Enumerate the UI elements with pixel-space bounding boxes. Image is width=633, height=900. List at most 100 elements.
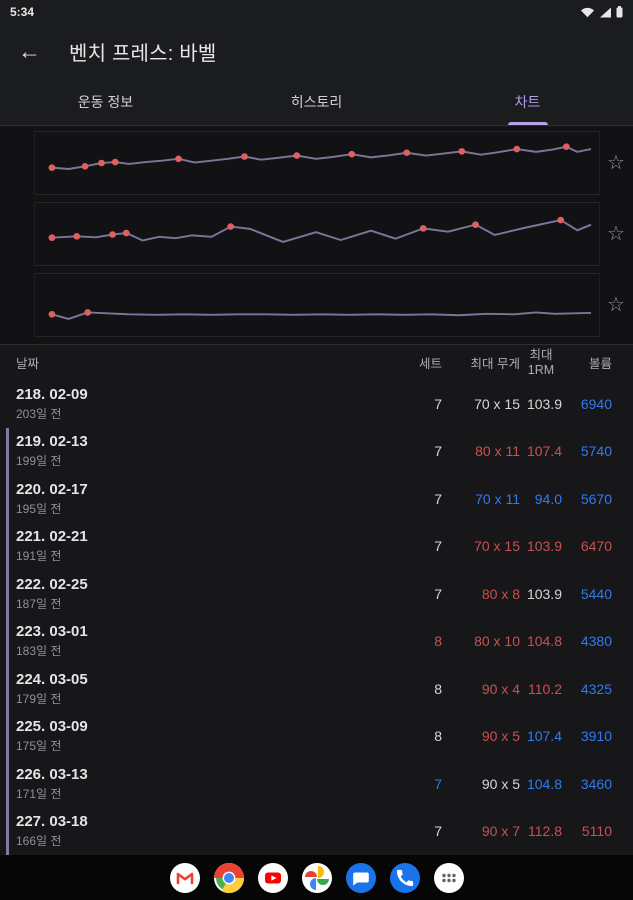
signal-icon bbox=[600, 7, 611, 17]
session-date: 225. 03-09 bbox=[16, 718, 88, 736]
tab-exercise-info[interactable]: 운동 정보 bbox=[0, 78, 211, 125]
page-title: 벤치 프레스: 바벨 bbox=[69, 42, 217, 65]
max-1rm-value: 107.4 bbox=[526, 443, 562, 460]
pr-marker-dot bbox=[111, 158, 119, 166]
chart-row-3: ☆ bbox=[0, 273, 633, 337]
days-ago: 195일 전 bbox=[16, 501, 62, 516]
pr-stripe-indicator bbox=[6, 475, 9, 523]
pr-stripe-indicator bbox=[6, 760, 9, 808]
days-ago: 191일 전 bbox=[16, 549, 62, 564]
days-ago: 183일 전 bbox=[16, 644, 62, 659]
volume-value: 4380 bbox=[580, 633, 612, 650]
max-1rm-value: 104.8 bbox=[526, 633, 562, 650]
tab-chart[interactable]: 차트 bbox=[422, 78, 633, 125]
table-row[interactable]: 221. 02-21 191일 전 7 70 x 15 103.9 6470 bbox=[0, 522, 633, 570]
days-ago: 203일 전 bbox=[16, 406, 62, 421]
table-row[interactable]: 219. 02-13 199일 전 7 80 x 11 107.4 5740 bbox=[0, 427, 633, 475]
sparkline-chart-2[interactable] bbox=[34, 202, 600, 266]
max-1rm-value: 103.9 bbox=[526, 585, 562, 602]
days-ago: 199일 전 bbox=[16, 454, 62, 469]
sets-value: 7 bbox=[434, 775, 442, 792]
clock: 5:34 bbox=[10, 5, 35, 19]
max-weight-value: 90 x 5 bbox=[481, 728, 520, 745]
max-weight-value: 80 x 10 bbox=[474, 633, 520, 650]
pr-marker-dot bbox=[458, 148, 466, 155]
photos-icon[interactable] bbox=[301, 862, 332, 893]
chrome-icon[interactable] bbox=[213, 862, 244, 893]
wifi-icon bbox=[580, 7, 595, 17]
table-row[interactable]: 223. 03-01 183일 전 8 80 x 10 104.8 4380 bbox=[0, 617, 633, 665]
pr-stripe-indicator bbox=[6, 665, 9, 713]
favorite-star-icon[interactable]: ☆ bbox=[607, 152, 625, 174]
col-header-max-weight: 최대 무게 bbox=[470, 357, 520, 371]
max-weight-value: 90 x 4 bbox=[481, 680, 520, 697]
app-drawer-icon[interactable] bbox=[433, 862, 464, 893]
tab-history[interactable]: 히스토리 bbox=[211, 78, 422, 125]
pr-marker-dot bbox=[98, 159, 105, 167]
session-date: 227. 03-18 bbox=[16, 813, 88, 831]
date-cell: 220. 02-17 195일 전 bbox=[16, 481, 380, 517]
pr-marker-dot bbox=[472, 221, 479, 228]
sets-value: 7 bbox=[434, 395, 442, 412]
charts-section: ☆ ☆ ☆ bbox=[0, 126, 633, 344]
phone-icon[interactable] bbox=[389, 862, 420, 893]
table-row[interactable]: 218. 02-09 203일 전 7 70 x 15 103.9 6940 bbox=[0, 380, 633, 428]
session-date: 219. 02-13 bbox=[16, 433, 88, 451]
volume-value: 5440 bbox=[580, 585, 612, 602]
session-date: 218. 02-09 bbox=[16, 385, 88, 403]
pr-marker-dot bbox=[293, 152, 301, 159]
pr-marker-dot bbox=[241, 153, 248, 160]
table-row[interactable]: 224. 03-05 179일 전 8 90 x 4 110.2 4325 bbox=[0, 665, 633, 713]
date-cell: 227. 03-18 166일 전 bbox=[16, 813, 380, 849]
sets-value: 7 bbox=[434, 585, 442, 602]
pr-stripe-indicator bbox=[6, 570, 9, 618]
sparkline-chart-3[interactable] bbox=[34, 273, 600, 337]
pr-marker-dot bbox=[562, 143, 570, 151]
col-header-volume: 볼륨 bbox=[588, 357, 612, 371]
max-1rm-value: 110.2 bbox=[528, 680, 562, 697]
pr-marker-dot bbox=[513, 145, 521, 153]
table-row[interactable]: 220. 02-17 195일 전 7 70 x 11 94.0 5670 bbox=[0, 475, 633, 523]
favorite-star-icon[interactable]: ☆ bbox=[607, 223, 625, 245]
pr-marker-dot bbox=[557, 216, 565, 224]
col-header-date: 날짜 bbox=[16, 357, 40, 371]
favorite-star-icon[interactable]: ☆ bbox=[607, 294, 625, 316]
days-ago: 175일 전 bbox=[16, 739, 62, 754]
pr-stripe-indicator bbox=[6, 712, 9, 760]
volume-value: 4325 bbox=[580, 680, 612, 697]
max-1rm-value: 103.9 bbox=[526, 538, 562, 555]
col-header-sets: 세트 bbox=[418, 357, 442, 371]
table-row[interactable]: 226. 03-13 171일 전 7 90 x 5 104.8 3460 bbox=[0, 760, 633, 808]
sets-value: 8 bbox=[434, 633, 442, 650]
sets-value: 7 bbox=[434, 538, 442, 555]
sets-value: 7 bbox=[434, 490, 442, 507]
session-date: 221. 02-21 bbox=[16, 528, 88, 546]
date-cell: 218. 02-09 203일 전 bbox=[16, 386, 380, 422]
back-button[interactable]: ← bbox=[18, 37, 41, 64]
max-weight-value: 80 x 11 bbox=[475, 443, 520, 460]
messages-icon[interactable] bbox=[345, 862, 376, 893]
volume-value: 3460 bbox=[580, 775, 612, 792]
history-table: 날짜 세트 최대 무게 최대 1RM 볼륨 218. 02-09 203일 전 7 7… bbox=[0, 344, 633, 855]
sparkline-chart-1[interactable] bbox=[34, 131, 600, 195]
youtube-icon[interactable] bbox=[257, 862, 288, 893]
app-bar: ← 벤치 프레스: 바벨 bbox=[0, 24, 633, 78]
pr-marker-dot bbox=[227, 223, 235, 230]
table-row[interactable]: 225. 03-09 175일 전 8 90 x 5 107.4 3910 bbox=[0, 712, 633, 760]
max-weight-value: 80 x 8 bbox=[481, 585, 520, 602]
sets-value: 8 bbox=[434, 728, 442, 745]
session-date: 226. 03-13 bbox=[16, 765, 88, 783]
gmail-icon[interactable] bbox=[169, 862, 200, 893]
volume-value: 5670 bbox=[580, 490, 612, 507]
col-header-max-1rm: 최대 1RM bbox=[527, 348, 555, 377]
max-weight-value: 90 x 7 bbox=[481, 823, 520, 840]
tab-indicator bbox=[507, 122, 548, 125]
table-row[interactable]: 222. 02-25 187일 전 7 80 x 8 103.9 5440 bbox=[0, 570, 633, 618]
max-1rm-value: 104.8 bbox=[526, 775, 562, 792]
session-date: 222. 02-25 bbox=[16, 575, 88, 593]
chart-row-2: ☆ bbox=[0, 202, 633, 266]
table-row[interactable]: 227. 03-18 166일 전 7 90 x 7 112.8 5110 bbox=[0, 807, 633, 855]
battery-icon bbox=[616, 6, 623, 18]
table-header: 날짜 세트 최대 무게 최대 1RM 볼륨 bbox=[0, 344, 633, 380]
